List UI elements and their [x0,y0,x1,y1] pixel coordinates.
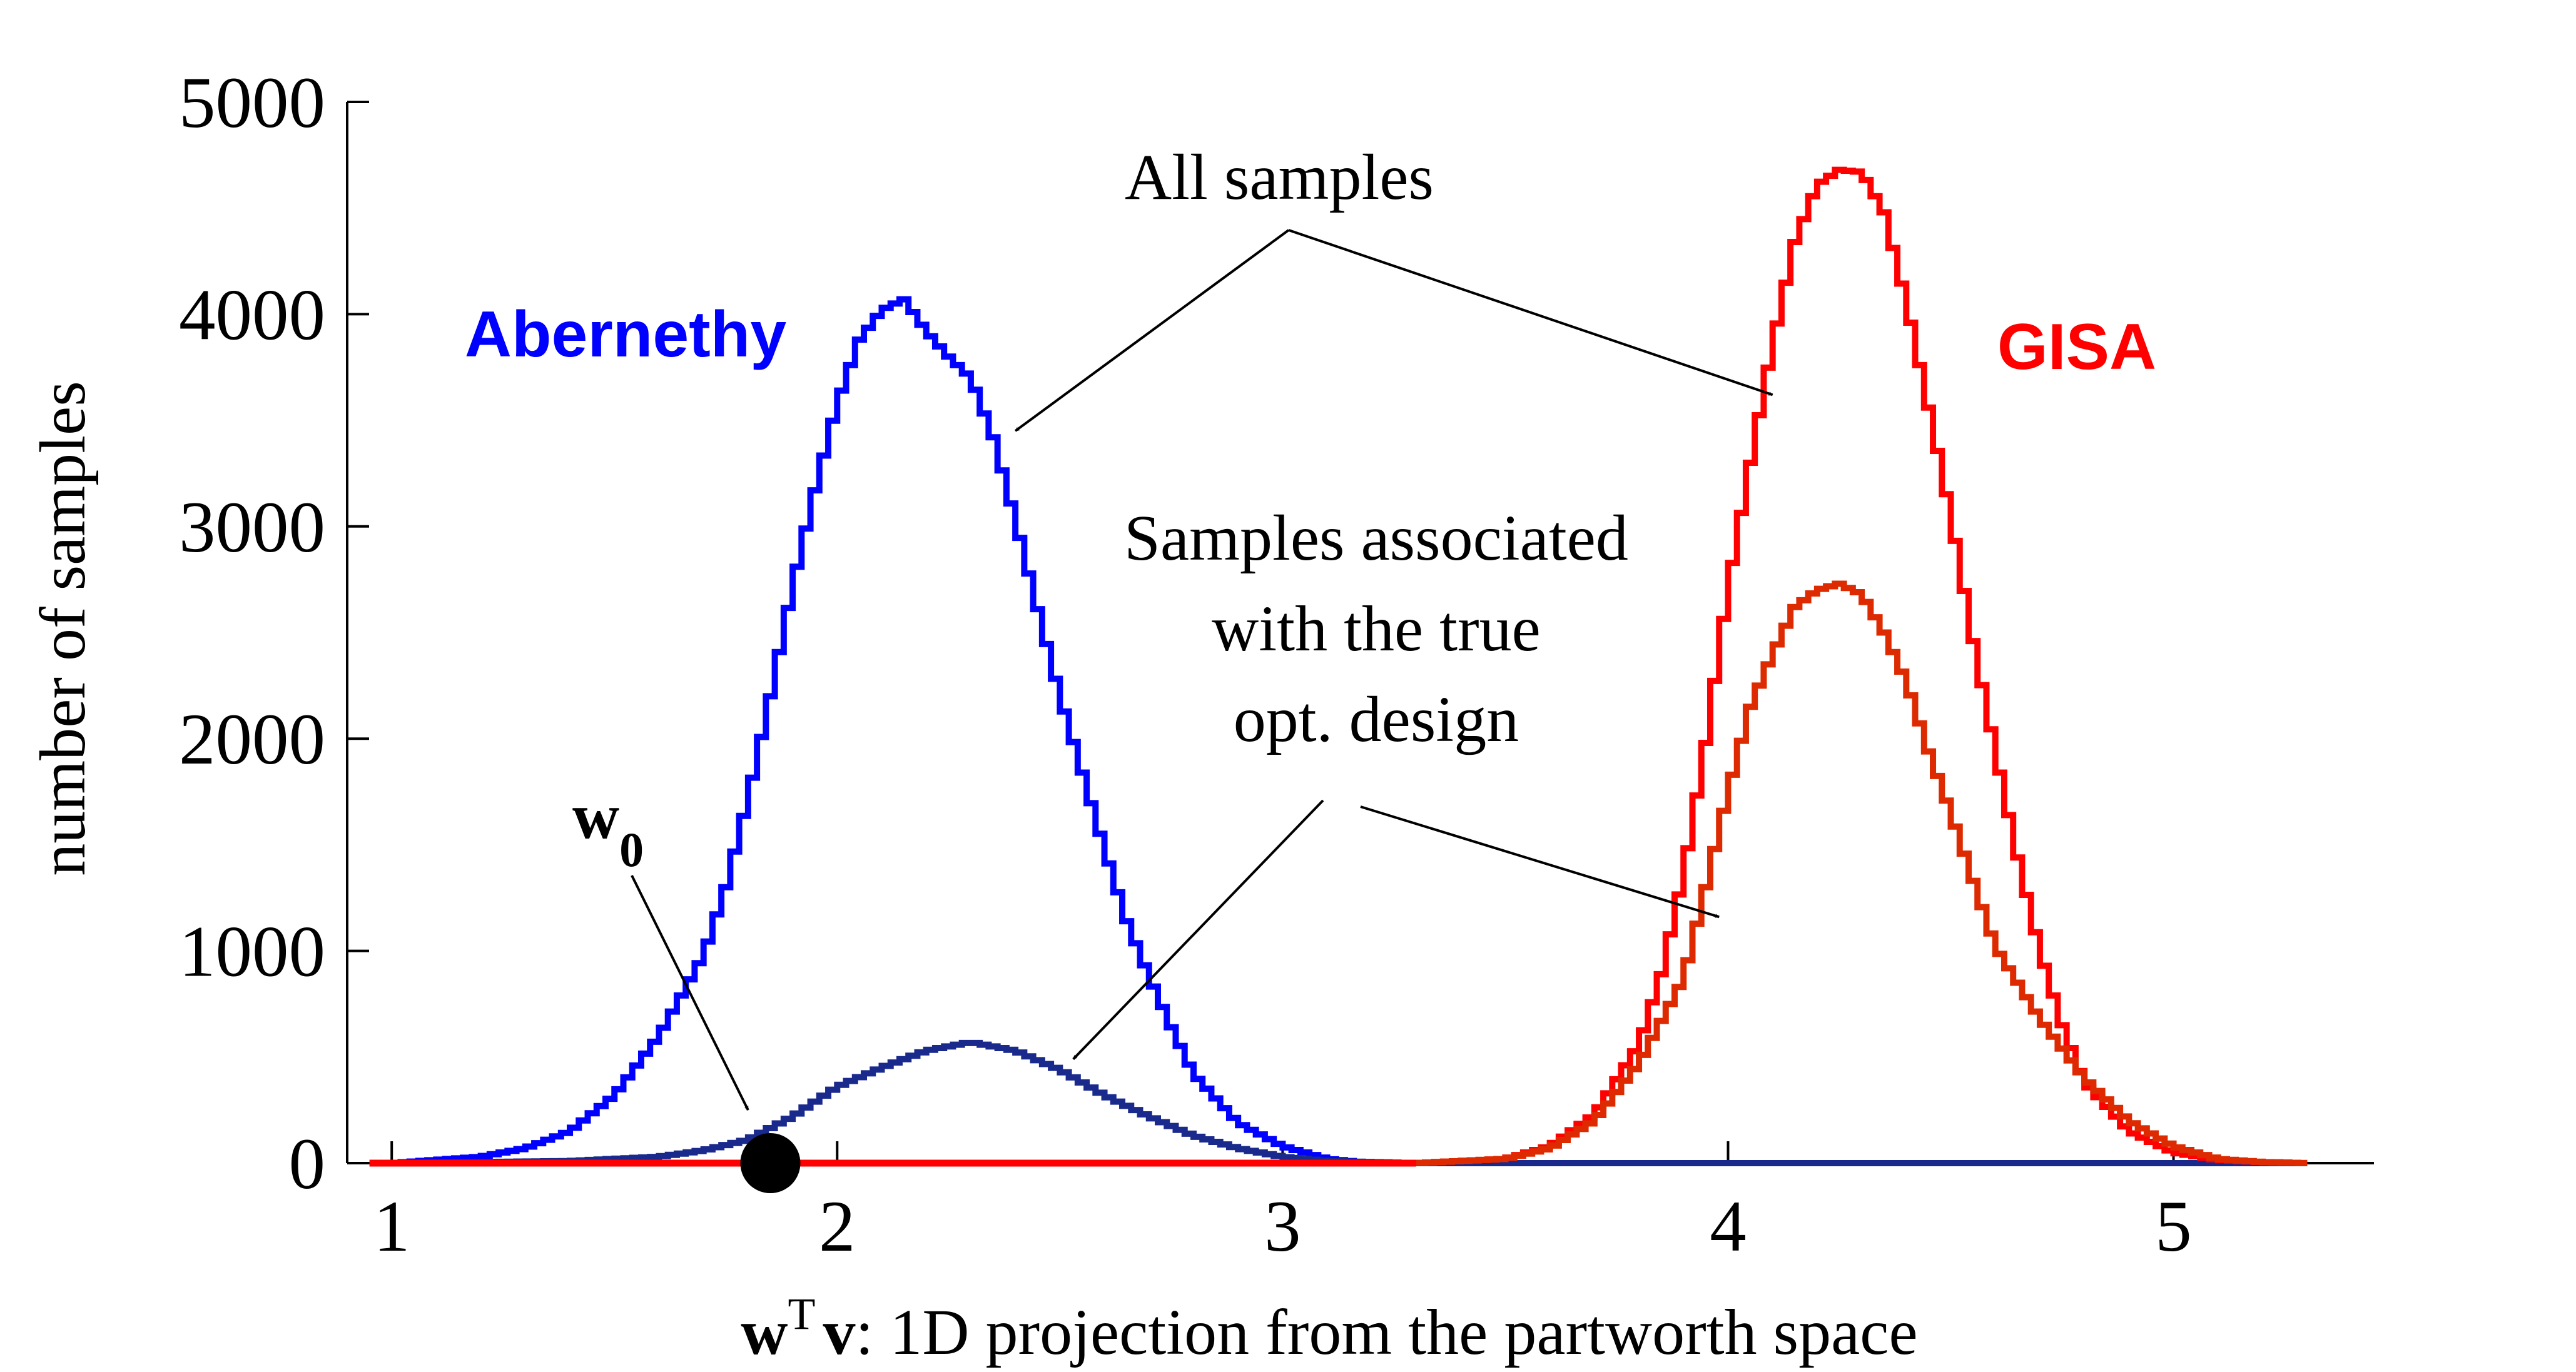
gisa-true-opt-design-line [1416,580,2308,1166]
x-axis-label-sup: T [788,1289,816,1339]
y-tick-label: 1000 [179,912,325,992]
annotation-arrow [1360,805,1720,919]
opt-design-annotation-line2: with the true [1212,593,1541,665]
axes: 0 1000 2000 3000 4000 5000 1 2 3 4 5 [179,63,2374,1267]
annotation-arrows [631,229,1773,1111]
opt-design-annotation-line1: Samples associated [1124,502,1628,574]
w0-marker [740,1133,801,1193]
abernethy-all-samples-line [392,296,1372,1166]
x-axis-label-v: v [823,1296,855,1368]
y-tick-label: 0 [289,1124,326,1204]
x-tick-label: 3 [1264,1186,1301,1267]
x-axis-label-w: w [741,1296,788,1368]
abernethy-label: Abernethy [465,298,786,371]
x-tick-label: 5 [2155,1186,2192,1267]
y-tick-label: 3000 [179,487,325,568]
abernethy-true-opt-design-line [392,1039,2308,1166]
x-tick-label: 2 [819,1186,856,1267]
x-axis-label-rest: : 1D projection from the partworth space [855,1296,1917,1368]
y-tick-label: 4000 [179,275,325,355]
x-tick-label: 1 [373,1186,410,1267]
w0-annotation-sub: 0 [619,822,644,877]
y-tick-label: 5000 [179,63,325,143]
x-ticks: 1 2 3 4 5 [373,1141,2192,1267]
gisa-label: GISA [1997,311,2156,383]
y-axis-label: number of samples [27,381,99,875]
annotation-arrow [1072,799,1324,1061]
annotation-arrow [631,875,749,1111]
opt-design-annotation-line3: opt. design [1234,683,1519,755]
annotation-arrow [1288,229,1773,396]
y-ticks: 0 1000 2000 3000 4000 5000 [179,63,369,1204]
y-tick-label: 2000 [179,699,325,780]
all-samples-annotation: All samples [1125,141,1434,213]
annotation-arrow [1014,229,1290,432]
series-layer [369,166,2308,1167]
w0-annotation-main: w [572,780,619,852]
x-tick-label: 4 [1710,1186,1747,1267]
x-axis-label: wT v: 1D projection from the partworth sp… [741,1289,1917,1368]
w0-annotation: w0 [572,780,644,877]
